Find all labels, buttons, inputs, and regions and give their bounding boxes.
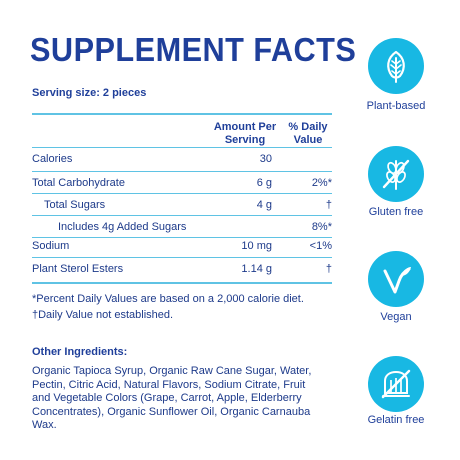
row-name: Total Carbohydrate xyxy=(32,177,125,189)
vegan-v-icon xyxy=(383,267,411,294)
row-amount: 10 mg xyxy=(241,240,272,252)
plant-based-badge xyxy=(368,38,424,94)
table-row: Includes 4g Added Sugars 8%* xyxy=(32,221,332,237)
other-ingredients-title: Other Ingredients: xyxy=(32,346,128,358)
row-daily-value: † xyxy=(325,199,332,211)
row-name: Sodium xyxy=(32,240,70,252)
table-row: Total Sugars 4 g † xyxy=(32,199,332,215)
no-gelatin-icon xyxy=(381,369,411,399)
badge-label: Gluten free xyxy=(368,206,424,218)
row-divider xyxy=(32,215,332,216)
vegan-badge xyxy=(368,251,424,307)
gluten-free-badge xyxy=(368,146,424,202)
row-name: Plant Sterol Esters xyxy=(32,263,124,275)
row-daily-value: † xyxy=(325,263,332,275)
table-row: Plant Sterol Esters 1.14 g † xyxy=(32,263,332,279)
table-bottom-rule xyxy=(32,282,332,284)
page-title: SUPPLEMENT FACTS xyxy=(30,31,357,68)
row-divider xyxy=(32,193,332,194)
row-amount: 6 g xyxy=(256,177,272,189)
row-name: Calories xyxy=(32,153,73,165)
table-row: Calories 30 xyxy=(32,153,332,169)
badge-label: Vegan xyxy=(380,311,412,323)
table-row: Sodium 10 mg <1% xyxy=(32,240,332,256)
table-row: Total Carbohydrate 6 g 2%* xyxy=(32,177,332,193)
footnote-not-established: †Daily Value not established. xyxy=(32,309,174,321)
badge-label: Gelatin free xyxy=(367,414,425,426)
amount-header: Amount Per Serving xyxy=(213,121,277,146)
daily-value-header: % Daily Value xyxy=(288,121,328,146)
row-name: Includes 4g Added Sugars xyxy=(58,221,187,233)
row-daily-value: <1% xyxy=(309,240,332,252)
no-wheat-icon xyxy=(382,159,410,190)
row-amount: 4 g xyxy=(256,199,272,211)
row-amount: 1.14 g xyxy=(241,263,272,275)
row-amount: 30 xyxy=(259,153,272,165)
row-divider xyxy=(32,257,332,258)
header-rule xyxy=(32,147,332,148)
gelatin-free-badge xyxy=(368,356,424,412)
row-name: Total Sugars xyxy=(44,199,106,211)
badge-label: Plant-based xyxy=(366,100,426,112)
serving-size: Serving size: 2 pieces xyxy=(32,87,147,99)
row-divider xyxy=(32,171,332,172)
row-divider xyxy=(32,237,332,238)
leaf-icon xyxy=(387,50,405,83)
row-daily-value: 2%* xyxy=(311,177,332,189)
other-ingredients-text: Organic Tapioca Syrup, Organic Raw Cane … xyxy=(32,365,312,431)
footnote-daily-values: *Percent Daily Values are based on a 2,0… xyxy=(32,293,304,305)
row-daily-value: 8%* xyxy=(311,221,332,233)
table-top-rule xyxy=(32,113,332,115)
